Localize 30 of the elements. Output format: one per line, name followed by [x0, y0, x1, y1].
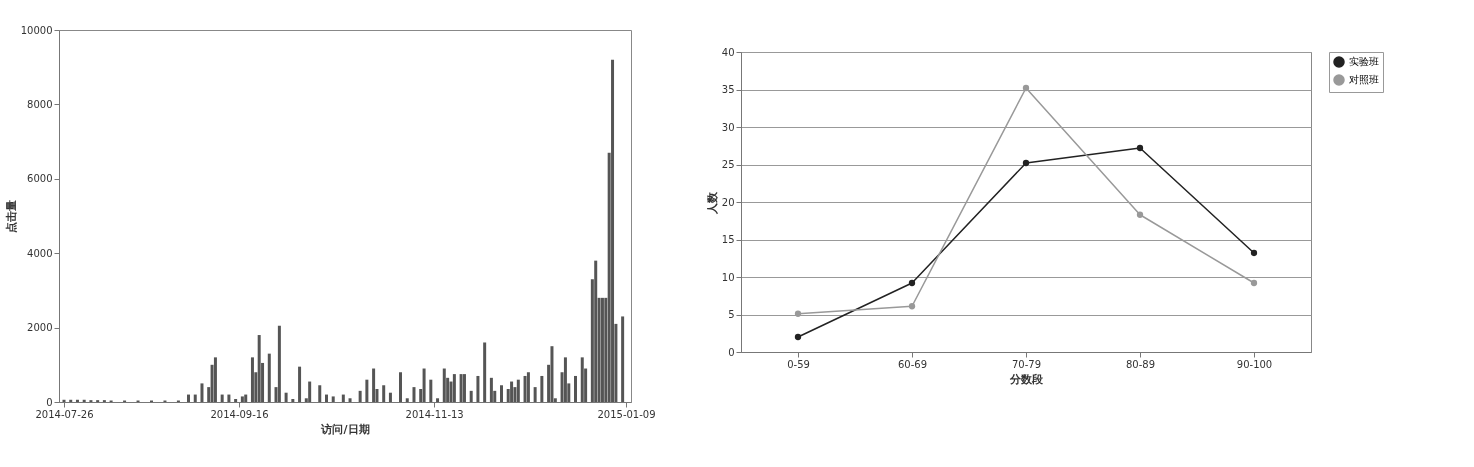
x-tick-label: 2015-01-09	[597, 408, 656, 420]
y-tick-label: 30	[721, 121, 735, 133]
y-tick-label: 10	[721, 271, 735, 283]
x-tick-label: 70-79	[1011, 358, 1042, 370]
x-axis-title: 访问/日期	[320, 422, 370, 436]
x-tick-label: 0-59	[787, 358, 810, 370]
y-tick-label: 2000	[27, 322, 53, 334]
x-tick-label: 2014-09-16	[210, 408, 269, 420]
x-tick-label: 2014-11-13	[405, 408, 464, 420]
y-tick-label: 10000	[20, 24, 53, 36]
x-tick-label: 60-69	[897, 358, 928, 370]
legend-label: 实验班	[1349, 56, 1379, 67]
y-tick-label: 25	[721, 159, 735, 170]
y-tick-label: 40	[721, 46, 735, 58]
y-tick-label: 4000	[27, 247, 53, 259]
y-tick-label: 5	[728, 309, 735, 320]
y-axis-title: 人数	[705, 190, 719, 215]
y-tick-label: 35	[721, 84, 735, 95]
x-tick-label: 90-100	[1236, 358, 1273, 370]
y-axis-title: 点击量	[4, 200, 18, 233]
x-tick-label: 2014-07-26	[35, 408, 94, 420]
y-tick-label: 0	[46, 396, 53, 408]
x-tick-label: 80-89	[1125, 358, 1156, 370]
y-tick-label: 15	[721, 234, 735, 245]
y-tick-label: 20	[721, 196, 735, 208]
y-tick-label: 0	[728, 346, 735, 358]
y-tick-label: 8000	[27, 98, 53, 110]
x-axis-title: 分数段	[1009, 372, 1044, 386]
legend-label: 对照班	[1349, 74, 1379, 85]
y-tick-label: 6000	[27, 173, 53, 185]
